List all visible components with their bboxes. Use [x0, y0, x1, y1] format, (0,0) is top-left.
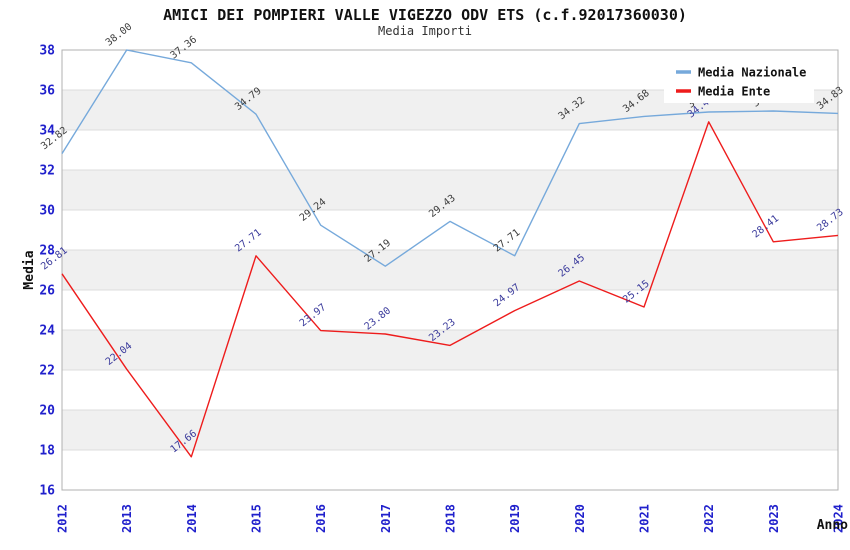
legend-label: Media Ente	[698, 85, 770, 99]
y-tick-label: 34	[39, 124, 55, 139]
x-tick-label: 2023	[767, 504, 781, 533]
y-tick-label: 18	[39, 444, 55, 459]
point-label: 23.80	[363, 305, 393, 332]
x-tick-label: 2022	[702, 504, 716, 533]
x-axis-title: Anno	[817, 518, 848, 533]
y-tick-label: 26	[39, 284, 55, 299]
plot-border	[61, 49, 839, 491]
grid-band	[62, 330, 838, 370]
y-tick-label: 28	[39, 244, 55, 259]
x-tick-label: 2020	[573, 504, 587, 533]
series-line-media-ente	[61, 121, 839, 458]
grid-band	[62, 170, 838, 210]
x-tick-label: 2016	[314, 504, 328, 533]
chart-subtitle: Media Importi	[378, 24, 472, 38]
y-tick-label: 30	[39, 204, 55, 219]
grid-band	[62, 410, 838, 450]
point-label: 23.97	[298, 302, 328, 329]
y-tick-label: 20	[39, 404, 55, 419]
x-tick-label: 2024	[832, 504, 846, 533]
grid-band	[62, 250, 838, 290]
y-axis-title: Media	[22, 250, 37, 289]
chart-title: AMICI DEI POMPIERI VALLE VIGEZZO ODV ETS…	[163, 6, 687, 24]
legend-box	[664, 57, 814, 103]
y-tick-label: 38	[39, 44, 55, 59]
x-tick-label: 2021	[638, 504, 652, 533]
y-tick-label: 36	[39, 84, 55, 99]
x-tick-label: 2019	[508, 504, 522, 533]
point-label: 38.00	[104, 21, 134, 48]
y-tick-label: 24	[39, 324, 55, 339]
legend-label: Media Nazionale	[698, 66, 806, 80]
point-label: 28.41	[751, 213, 781, 240]
y-tick-label: 22	[39, 364, 55, 379]
x-tick-label: 2012	[56, 504, 70, 533]
series-line-media-nazionale	[61, 49, 839, 267]
point-label: 28.73	[815, 207, 845, 234]
x-tick-label: 2017	[379, 504, 393, 533]
point-label: 37.36	[169, 34, 199, 61]
x-tick-label: 2013	[120, 504, 134, 533]
y-tick-label: 32	[39, 164, 55, 179]
x-tick-label: 2018	[444, 504, 458, 533]
x-tick-label: 2014	[185, 504, 199, 533]
y-tick-label: 16	[39, 484, 55, 499]
x-tick-label: 2015	[250, 504, 264, 533]
